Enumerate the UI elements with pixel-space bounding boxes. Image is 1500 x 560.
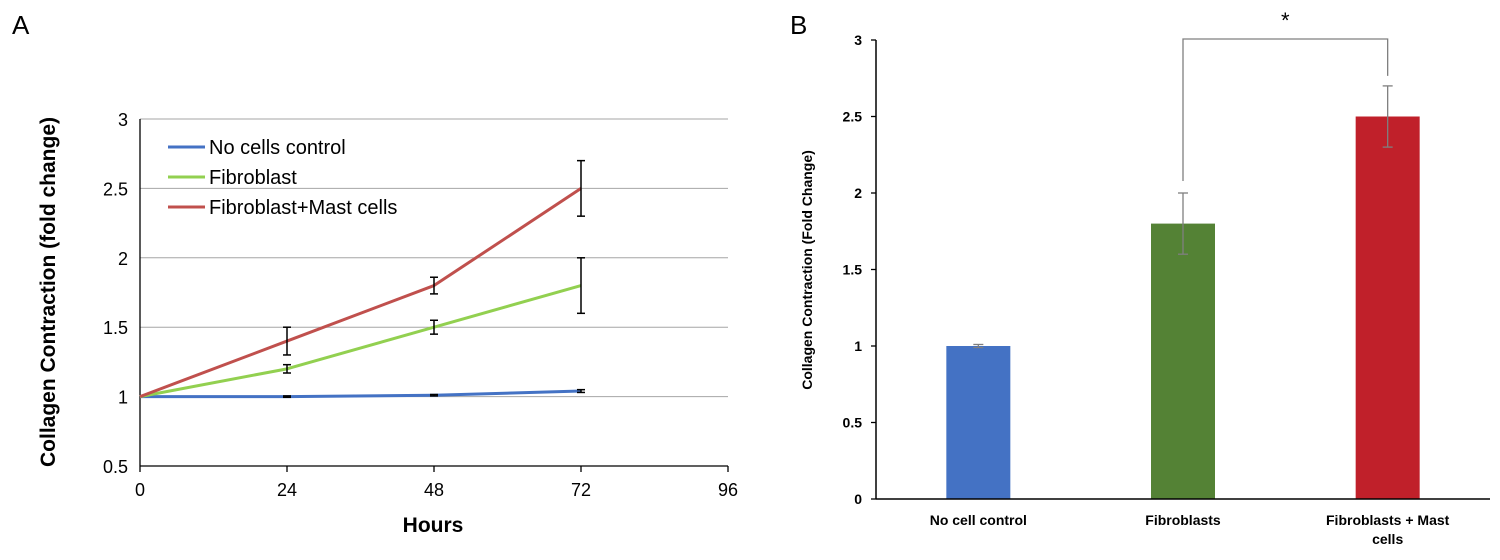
error-bar bbox=[1382, 85, 1393, 148]
error-bar bbox=[283, 395, 291, 399]
y-tick-label: 1.5 bbox=[103, 318, 128, 338]
error-bar bbox=[577, 388, 585, 394]
legend-label: Fibroblast bbox=[209, 167, 297, 189]
line-chart: A 0.5 1 1.5 2 2.5 3 0 24 48 72 96 Hours Collagen Cont… bbox=[12, 10, 738, 537]
series-line-2 bbox=[139, 284, 582, 399]
y-tick-label: 3 bbox=[118, 110, 128, 130]
y-tick-label: 2.5 bbox=[843, 109, 863, 125]
error-bar bbox=[283, 363, 291, 374]
x-tick-label: 96 bbox=[718, 480, 738, 500]
x-tick-label: 0 bbox=[135, 480, 145, 500]
y-tick-label: 1.5 bbox=[843, 262, 863, 278]
bar-2 bbox=[1151, 223, 1215, 499]
significance-label: * bbox=[1281, 8, 1290, 33]
error-bar bbox=[577, 257, 585, 315]
y-tick-label: 2 bbox=[854, 185, 862, 201]
error-bar bbox=[430, 393, 438, 397]
y-tick-label: 2 bbox=[118, 249, 128, 269]
bar-chart: B 0 0.5 1 1.5 2 2.5 3 No cell control Fibroblasts… bbox=[790, 8, 1490, 547]
y-tick-label: 3 bbox=[854, 32, 862, 48]
y-tick-label: 0.5 bbox=[843, 415, 863, 431]
y-tick-label: 1 bbox=[854, 338, 862, 354]
y-tick-label: 0 bbox=[854, 491, 862, 507]
error-bar bbox=[577, 159, 585, 217]
y-tick-label: 1 bbox=[118, 388, 128, 408]
error-bar bbox=[1178, 192, 1188, 255]
x-tick-label: 24 bbox=[277, 480, 297, 500]
y-axis-label: Collagen Contraction (fold change) bbox=[37, 117, 60, 467]
bar-3 bbox=[1355, 116, 1420, 499]
y-tick-label: 2.5 bbox=[103, 179, 128, 199]
x-axis-label: Hours bbox=[403, 514, 464, 537]
x-tick-label: 72 bbox=[571, 480, 591, 500]
y-axis-label: Collagen Contraction (Fold Change) bbox=[799, 150, 815, 390]
error-bar bbox=[283, 326, 291, 356]
category-label: cells bbox=[1372, 531, 1403, 547]
error-bar bbox=[430, 319, 438, 335]
legend-label: Fibroblast+Mast cells bbox=[209, 197, 397, 219]
error-bar bbox=[430, 276, 438, 295]
error-bar bbox=[973, 343, 984, 349]
series-line-1 bbox=[140, 389, 582, 399]
category-label: Fibroblasts + Mast bbox=[1326, 512, 1450, 528]
panel-letter-a: A bbox=[12, 10, 30, 40]
category-label: No cell control bbox=[930, 512, 1027, 528]
significance-bracket bbox=[1182, 38, 1389, 181]
y-tick-label: 0.5 bbox=[103, 457, 128, 477]
legend-label: No cells control bbox=[209, 137, 346, 159]
series-line-3 bbox=[139, 187, 582, 399]
category-label: Fibroblasts bbox=[1145, 512, 1221, 528]
bar-1 bbox=[946, 346, 1011, 499]
x-tick-label: 48 bbox=[424, 480, 444, 500]
panel-letter-b: B bbox=[790, 10, 807, 40]
